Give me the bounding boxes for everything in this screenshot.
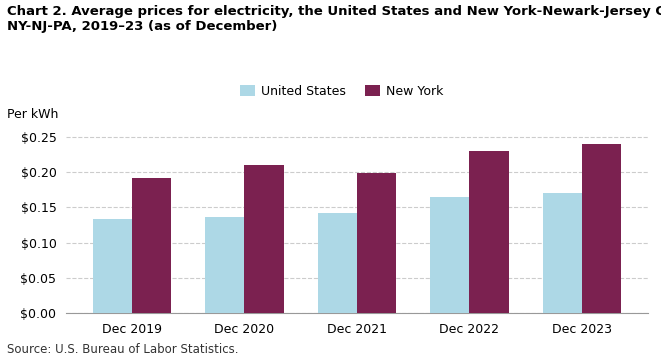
Bar xyxy=(469,151,509,313)
Bar xyxy=(582,144,621,313)
Text: Chart 2. Average prices for electricity, the United States and New York-Newark-J: Chart 2. Average prices for electricity,… xyxy=(7,5,661,18)
Legend: United States, New York: United States, New York xyxy=(235,80,449,103)
Bar xyxy=(93,219,132,313)
Bar xyxy=(543,193,582,313)
Bar xyxy=(317,213,357,313)
Bar xyxy=(245,165,284,313)
Bar xyxy=(132,177,171,313)
Text: Source: U.S. Bureau of Labor Statistics.: Source: U.S. Bureau of Labor Statistics. xyxy=(7,343,238,356)
Bar xyxy=(205,217,245,313)
Bar xyxy=(430,197,469,313)
Bar xyxy=(357,173,397,313)
Text: NY-NJ-PA, 2019–23 (as of December): NY-NJ-PA, 2019–23 (as of December) xyxy=(7,20,277,33)
Text: Per kWh: Per kWh xyxy=(7,108,58,121)
